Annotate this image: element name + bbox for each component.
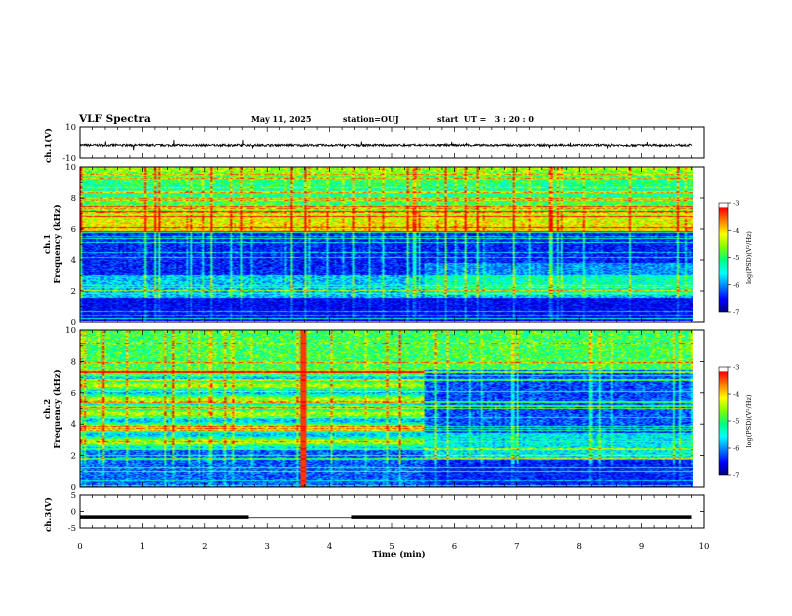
- ch2-spectrogram-image: [80, 330, 693, 487]
- station-label: station=OUJ: [343, 114, 399, 124]
- x-tick-label: 10: [699, 542, 710, 552]
- colorbar-tick-label: -6: [733, 445, 739, 453]
- colorbar-tick-label: -4: [733, 391, 739, 399]
- ch2-spectrogram-ytick-label: 4: [71, 420, 76, 430]
- ch3-signal-ytick-label: 0: [71, 508, 76, 518]
- ch2-colorbar: -3 -4 -5 -6 -7 log(PSD)(V²/Hz): [718, 364, 753, 480]
- ch1-spectrogram-ylabel-line: ch.1: [43, 234, 53, 254]
- colorbar-tick-label: -6: [733, 281, 739, 289]
- ch2-spectrogram-ylabel-line: ch.2: [43, 399, 53, 419]
- start-ut-label: start UT = 3 : 20 : 0: [437, 114, 534, 124]
- ch1-waveform-ylabel-line: ch.1(V): [43, 128, 54, 163]
- ch3-signal-ylabel-line: ch.3(V): [43, 497, 54, 532]
- x-tick-label: 1: [140, 542, 145, 552]
- ch1-colorbar: -3 -4 -5 -6 -7 log(PSD)(V²/Hz): [718, 200, 753, 317]
- ch2-spectrogram-ytick-label: 10: [65, 326, 76, 336]
- ch2-spectrogram-ytick-label: 2: [71, 452, 76, 462]
- colorbar-tick-label: -7: [733, 472, 739, 480]
- ch1-waveform-trace: [79, 139, 692, 151]
- ch1-spectrogram-ytick-label: 4: [71, 256, 76, 266]
- ch1-spectrogram-ytick-label: 8: [71, 194, 76, 204]
- ch2-spectrogram-ytick-label: 0: [71, 483, 76, 493]
- colorbar-tick-label: -7: [733, 309, 739, 317]
- ch2-colorbar-image: [719, 367, 728, 475]
- ch1-spectrogram-ylabel: ch.1Frequency (kHz): [43, 204, 63, 283]
- colorbar-label: log(PSD)(V²/Hz): [745, 394, 753, 447]
- ch1-spectrogram-panel: 0 2 4 6 8 10 ch.1Frequency (kHz): [43, 163, 705, 328]
- ch1-spectrogram-ytick-label: 10: [65, 163, 76, 173]
- ch1-waveform-panel: 10 -10 ch.1(V): [43, 123, 705, 164]
- ch1-waveform-ytick-label: -10: [62, 154, 76, 164]
- ch2-spectrogram-ytick-label: 8: [71, 357, 76, 367]
- x-tick-label: 7: [514, 542, 519, 552]
- ch2-spectrogram-ytick-label: 6: [71, 389, 76, 399]
- colorbar-tick-label: -3: [733, 364, 739, 372]
- date-label: May 11, 2025: [251, 114, 311, 124]
- time-axis: 0 1 2 3 4 5 6 7 8 9 10: [77, 542, 709, 552]
- ch3-signal-ylabel: ch.3(V): [43, 497, 54, 532]
- ch3-signal-ytick-label: -5: [68, 524, 76, 534]
- ch1-waveform-ylabel: ch.1(V): [43, 128, 54, 163]
- ch1-spectrogram-ytick-label: 6: [71, 225, 76, 235]
- colorbar-tick-label: -3: [733, 200, 739, 208]
- colorbar-label: log(PSD)(V²/Hz): [745, 231, 753, 284]
- ch2-spectrogram-panel: 0 2 4 6 8 10 ch.2Frequency (kHz): [43, 326, 705, 493]
- colorbar-tick-label: -5: [733, 254, 739, 262]
- ch1-colorbar-image: [719, 203, 728, 312]
- x-tick-label: 9: [639, 542, 644, 552]
- ch1-spectrogram-ytick-label: 2: [71, 287, 76, 297]
- ch1-spectrogram-ytick-label: 0: [71, 318, 76, 328]
- x-axis-label: Time (min): [372, 549, 425, 560]
- ch1-waveform-ytick-label: 10: [65, 123, 76, 133]
- ch1-spectrogram-image: [80, 167, 693, 321]
- colorbar-tick-label: -4: [733, 227, 739, 235]
- ch1-spectrogram-ylabel-line: Frequency (kHz): [52, 204, 63, 283]
- x-tick-label: 6: [452, 542, 457, 552]
- figure-title: VLF Spectra: [78, 113, 151, 125]
- x-tick-label: 4: [327, 542, 332, 552]
- ch3-signal-panel: 5 0 -5 ch.3(V): [43, 491, 705, 534]
- x-tick-label: 2: [202, 542, 207, 552]
- x-tick-label: 8: [576, 542, 581, 552]
- ch2-spectrogram-ylabel: ch.2Frequency (kHz): [43, 369, 63, 448]
- x-tick-label: 0: [77, 542, 82, 552]
- x-tick-label: 3: [264, 542, 269, 552]
- colorbar-tick-label: -5: [733, 418, 739, 426]
- ch2-spectrogram-ylabel-line: Frequency (kHz): [52, 369, 63, 448]
- ch3-signal-ytick-label: 5: [71, 491, 76, 501]
- x-tick-label: 5: [389, 542, 394, 552]
